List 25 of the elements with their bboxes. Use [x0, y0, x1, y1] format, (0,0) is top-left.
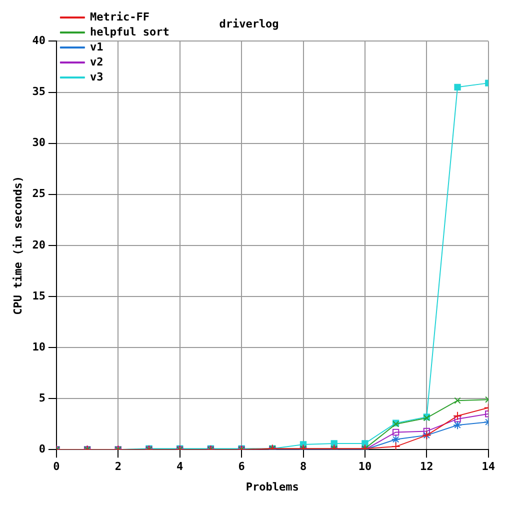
y-tick-label: 30	[32, 136, 46, 150]
legend-label: helpful sort	[90, 25, 170, 38]
x-tick-label: 4	[176, 460, 184, 474]
y-tick-label: 40	[32, 34, 46, 48]
y-axis-title: CPU time (in seconds)	[11, 176, 24, 315]
x-tick-label: 10	[358, 460, 372, 474]
y-tick-label: 15	[32, 289, 46, 302]
x-tick-label: 0	[53, 460, 60, 474]
legend-label: v1	[90, 40, 104, 54]
y-tick-label: 5	[38, 391, 46, 404]
legend-label: Metric-FF	[90, 10, 150, 24]
y-tick-label: 10	[32, 340, 46, 354]
x-axis-title: Problems	[246, 480, 299, 494]
x-tick-label: 14	[482, 460, 496, 474]
x-tick-label: 12	[420, 460, 434, 474]
y-tick-label: 25	[32, 187, 46, 200]
x-tick-label: 6	[238, 460, 246, 474]
legend-label: v2	[90, 55, 104, 68]
legend-label: v3	[90, 70, 104, 84]
x-tick-label: 8	[300, 460, 307, 474]
y-tick-label: 35	[32, 85, 46, 98]
y-tick-label: 0	[38, 442, 46, 456]
y-tick-label: 20	[32, 238, 46, 252]
x-tick-label: 2	[114, 460, 122, 474]
chart-title: driverlog	[219, 17, 279, 30]
